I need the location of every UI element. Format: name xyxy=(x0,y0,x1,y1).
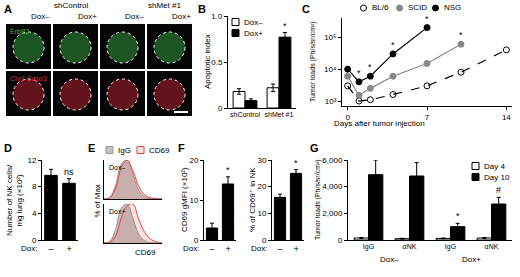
svg-text:Tumor loads (Ph/s/sr/cm²): Tumor loads (Ph/s/sr/cm²) xyxy=(309,21,317,102)
svg-text:Dox:: Dox: xyxy=(251,244,267,253)
svg-text:CD69 gMFI (×10²): CD69 gMFI (×10²) xyxy=(180,167,189,232)
svg-text:10³: 10³ xyxy=(325,97,337,106)
svg-text:#: # xyxy=(496,185,501,195)
svg-text:% of Max: % of Max xyxy=(93,184,102,217)
svg-text:*: * xyxy=(391,40,395,50)
svg-text:Dox–: Dox– xyxy=(244,18,263,27)
svg-text:Tumor loads (Ph/s/sr/cm²): Tumor loads (Ph/s/sr/cm²) xyxy=(314,159,322,240)
svg-text:SCID: SCID xyxy=(408,3,427,12)
svg-text:Dox:: Dox: xyxy=(183,244,199,253)
svg-text:2,000: 2,000 xyxy=(322,209,343,218)
svg-text:Dox:: Dox: xyxy=(21,244,37,253)
svg-text:Dox–: Dox– xyxy=(31,12,50,21)
svg-text:10⁴: 10⁴ xyxy=(324,65,337,74)
svg-text:6,000: 6,000 xyxy=(322,156,343,165)
svg-text:Number of NK cells/mg lung (×1: Number of NK cells/mg lung (×10²) xyxy=(5,164,24,236)
svg-text:10⁵: 10⁵ xyxy=(324,33,336,42)
svg-text:8: 8 xyxy=(32,182,37,191)
svg-text:Dox–: Dox– xyxy=(125,12,144,21)
svg-text:Day 4: Day 4 xyxy=(484,162,505,171)
svg-text:A: A xyxy=(4,3,12,15)
svg-text:+: + xyxy=(66,244,71,254)
svg-text:Dox+: Dox+ xyxy=(172,12,191,21)
svg-text:IgG: IgG xyxy=(118,146,131,155)
svg-text:*: * xyxy=(459,30,463,40)
svg-text:CD69: CD69 xyxy=(149,146,170,155)
svg-text:shMet #1: shMet #1 xyxy=(148,1,181,10)
svg-text:B: B xyxy=(198,3,206,15)
svg-text:shMet #1: shMet #1 xyxy=(265,111,294,118)
svg-text:–: – xyxy=(48,244,53,254)
svg-text:Dox+: Dox+ xyxy=(109,208,126,215)
svg-text:*: * xyxy=(226,165,230,175)
svg-text:ns: ns xyxy=(64,167,74,177)
svg-text:% of CD69⁺ in NK: % of CD69⁺ in NK xyxy=(248,167,257,232)
svg-text:ErbB2: ErbB2 xyxy=(10,28,30,35)
svg-text:shControl: shControl xyxy=(54,1,88,10)
svg-text:0: 0 xyxy=(262,236,267,245)
svg-text:+: + xyxy=(293,244,298,254)
svg-text:*: * xyxy=(368,62,372,72)
svg-text:Dox+: Dox+ xyxy=(462,255,481,264)
svg-text:0: 0 xyxy=(345,113,350,122)
svg-text:D: D xyxy=(4,142,12,154)
svg-text:12: 12 xyxy=(27,156,36,165)
svg-text:Days after tumor injection: Days after tumor injection xyxy=(334,119,425,128)
svg-text:Clvd-Casp3: Clvd-Casp3 xyxy=(10,75,47,83)
svg-text:IgG: IgG xyxy=(445,243,456,251)
svg-text:20: 20 xyxy=(189,156,198,165)
svg-text:1.0: 1.0 xyxy=(211,12,223,21)
svg-text:CD69: CD69 xyxy=(135,248,156,257)
svg-text:Dox+: Dox+ xyxy=(78,12,97,21)
svg-text:*: * xyxy=(425,14,429,24)
svg-text:4,000: 4,000 xyxy=(322,182,343,191)
svg-text:αNK: αNK xyxy=(485,243,499,250)
svg-text:–: – xyxy=(277,244,282,254)
svg-text:C: C xyxy=(302,3,310,15)
svg-text:20: 20 xyxy=(257,182,266,191)
svg-text:IgG: IgG xyxy=(363,243,374,251)
svg-text:0: 0 xyxy=(32,236,37,245)
svg-text:*: * xyxy=(456,211,460,221)
svg-text:10: 10 xyxy=(189,196,198,205)
svg-text:*: * xyxy=(283,21,287,31)
svg-text:10: 10 xyxy=(257,209,266,218)
svg-text:0.5: 0.5 xyxy=(211,58,223,67)
svg-text:αNK: αNK xyxy=(403,243,417,250)
svg-text:Dox–: Dox– xyxy=(380,255,399,264)
svg-text:7: 7 xyxy=(425,113,430,122)
svg-text:+: + xyxy=(225,244,230,254)
svg-text:E: E xyxy=(88,142,95,154)
svg-text:14: 14 xyxy=(502,113,511,122)
svg-text:Apoptotic index: Apoptotic index xyxy=(203,34,212,89)
svg-text:shControl: shControl xyxy=(230,111,260,118)
svg-text:0: 0 xyxy=(338,236,343,245)
svg-text:Day 10: Day 10 xyxy=(484,173,510,182)
svg-text:Dox–: Dox– xyxy=(109,164,125,171)
svg-text:NSG: NSG xyxy=(444,3,461,12)
svg-text:BL/6: BL/6 xyxy=(372,3,389,12)
svg-text:*: * xyxy=(294,158,298,168)
svg-text:0: 0 xyxy=(218,104,223,113)
svg-text:*: * xyxy=(357,68,361,78)
svg-text:0: 0 xyxy=(194,236,199,245)
svg-text:4: 4 xyxy=(32,209,37,218)
svg-text:–: – xyxy=(209,244,214,254)
svg-text:G: G xyxy=(310,142,319,154)
svg-text:Dox+: Dox+ xyxy=(244,29,263,38)
svg-text:F: F xyxy=(178,142,185,154)
svg-text:30: 30 xyxy=(257,156,266,165)
